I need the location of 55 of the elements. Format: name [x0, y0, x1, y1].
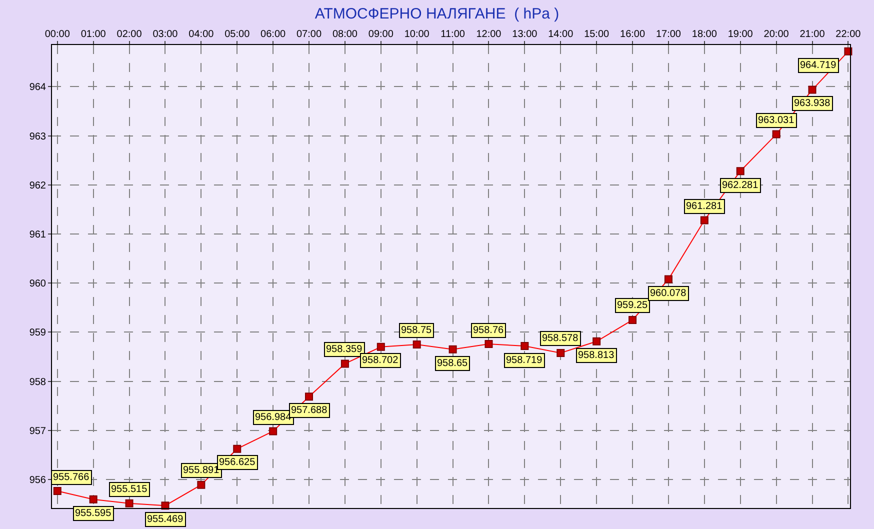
- data-label: 958.578: [542, 333, 579, 344]
- y-tick-label: 957: [29, 426, 46, 437]
- x-tick-label: 12:00: [476, 29, 502, 40]
- data-label: 960.078: [650, 288, 687, 299]
- data-label: 958.65: [437, 358, 468, 369]
- y-tick-label: 962: [29, 180, 46, 192]
- y-tick-label: 964: [29, 82, 46, 94]
- data-label: 958.359: [326, 344, 363, 355]
- chart-title: АТМОСФЕРНО НАЛЯГАНЕ ( hPa ): [314, 5, 560, 22]
- data-label: 963.031: [758, 115, 795, 126]
- x-tick-label: 13:00: [512, 29, 538, 40]
- x-tick-label: 06:00: [260, 29, 286, 40]
- x-tick-label: 00:00: [44, 29, 70, 40]
- data-label: 955.766: [53, 472, 90, 483]
- x-tick-label: 21:00: [800, 29, 826, 40]
- x-tick-label: 16:00: [620, 29, 646, 40]
- x-tick-label: 14:00: [548, 29, 574, 40]
- x-tick-label: 11:00: [440, 29, 466, 40]
- x-tick-label: 10:00: [404, 29, 430, 40]
- x-tick-label: 03:00: [152, 29, 178, 40]
- x-tick-label: 09:00: [368, 29, 394, 40]
- x-tick-label: 22:00: [836, 29, 862, 40]
- x-tick-label: 04:00: [188, 29, 214, 40]
- data-label: 963.938: [794, 98, 831, 109]
- y-tick-label: 961: [29, 230, 46, 241]
- data-label: 958.76: [473, 325, 504, 336]
- y-tick-label: 960: [29, 278, 46, 290]
- x-tick-label: 08:00: [332, 29, 358, 40]
- data-label: 956.625: [219, 457, 256, 468]
- y-tick-label: 956: [29, 475, 46, 486]
- x-tick-label: 01:00: [80, 29, 106, 40]
- data-label: 958.702: [362, 355, 399, 366]
- data-label: 959.25: [617, 300, 648, 311]
- data-label: 964.719: [800, 60, 837, 71]
- data-label: 962.281: [722, 180, 759, 191]
- data-label: 955.469: [147, 514, 184, 525]
- data-label: 955.595: [75, 508, 112, 519]
- data-label: 958.719: [506, 355, 543, 366]
- y-tick-label: 963: [29, 131, 46, 142]
- data-label: 961.281: [686, 201, 723, 212]
- x-tick-label: 15:00: [584, 29, 610, 40]
- x-tick-label: 18:00: [692, 29, 718, 40]
- data-label: 958.75: [401, 325, 432, 336]
- x-tick-label: 20:00: [764, 29, 790, 40]
- x-tick-label: 17:00: [656, 29, 682, 40]
- x-tick-label: 07:00: [296, 29, 322, 40]
- y-tick-label: 959: [29, 328, 46, 339]
- data-label: 955.515: [111, 484, 148, 495]
- data-label: 955.891: [183, 465, 220, 476]
- x-tick-label: 05:00: [224, 29, 250, 40]
- data-label: 958.813: [578, 350, 615, 361]
- data-label: 957.688: [291, 405, 328, 416]
- x-tick-label: 19:00: [728, 29, 754, 40]
- y-tick-label: 958: [29, 376, 46, 388]
- x-tick-label: 02:00: [116, 29, 142, 40]
